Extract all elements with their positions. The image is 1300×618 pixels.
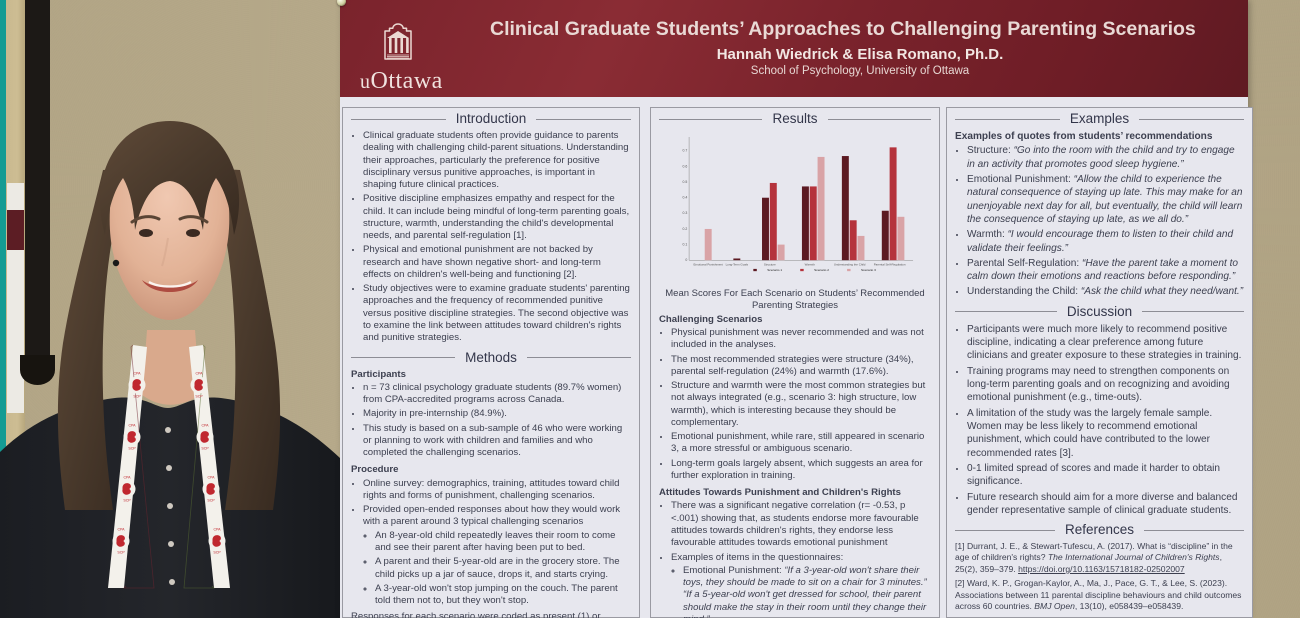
svg-text:Structure: Structure <box>764 262 776 266</box>
svg-text:CPA: CPA <box>201 424 209 428</box>
svg-text:SCP: SCP <box>133 395 141 399</box>
svg-text:CPA: CPA <box>195 372 203 376</box>
svg-text:0.2: 0.2 <box>683 227 688 231</box>
svg-text:Emotional Punishment: Emotional Punishment <box>693 262 723 266</box>
svg-text:SCP: SCP <box>195 395 203 399</box>
svg-text:Warmth: Warmth <box>805 262 816 266</box>
svg-text:CPA: CPA <box>128 424 136 428</box>
svg-text:0.1: 0.1 <box>683 242 688 246</box>
svg-text:SCP: SCP <box>213 551 221 555</box>
svg-text:Parental Self-Regulation: Parental Self-Regulation <box>874 262 906 266</box>
svg-text:0.3: 0.3 <box>683 211 688 215</box>
svg-text:Long-Term Goals: Long-Term Goals <box>726 262 749 266</box>
svg-text:SCP: SCP <box>128 447 136 451</box>
svg-text:CPA: CPA <box>123 476 131 480</box>
svg-text:Scenario 2: Scenario 2 <box>814 268 829 272</box>
svg-text:Scenario 3: Scenario 3 <box>861 268 876 272</box>
svg-text:CPA: CPA <box>213 528 221 532</box>
svg-text:0: 0 <box>685 258 687 262</box>
svg-text:Scenario 1: Scenario 1 <box>767 268 782 272</box>
svg-text:Understanding the Child: Understanding the Child <box>834 262 866 266</box>
svg-text:SCP: SCP <box>123 499 131 503</box>
svg-text:SCP: SCP <box>207 499 215 503</box>
svg-text:0.4: 0.4 <box>683 196 688 200</box>
svg-text:0.6: 0.6 <box>683 164 688 168</box>
svg-text:0.7: 0.7 <box>683 149 688 153</box>
svg-text:SCP: SCP <box>117 551 125 555</box>
svg-text:0.5: 0.5 <box>683 180 688 184</box>
svg-text:SCP: SCP <box>201 447 209 451</box>
svg-text:CPA: CPA <box>207 476 215 480</box>
svg-text:CPA: CPA <box>117 528 125 532</box>
svg-text:CPA: CPA <box>133 372 141 376</box>
